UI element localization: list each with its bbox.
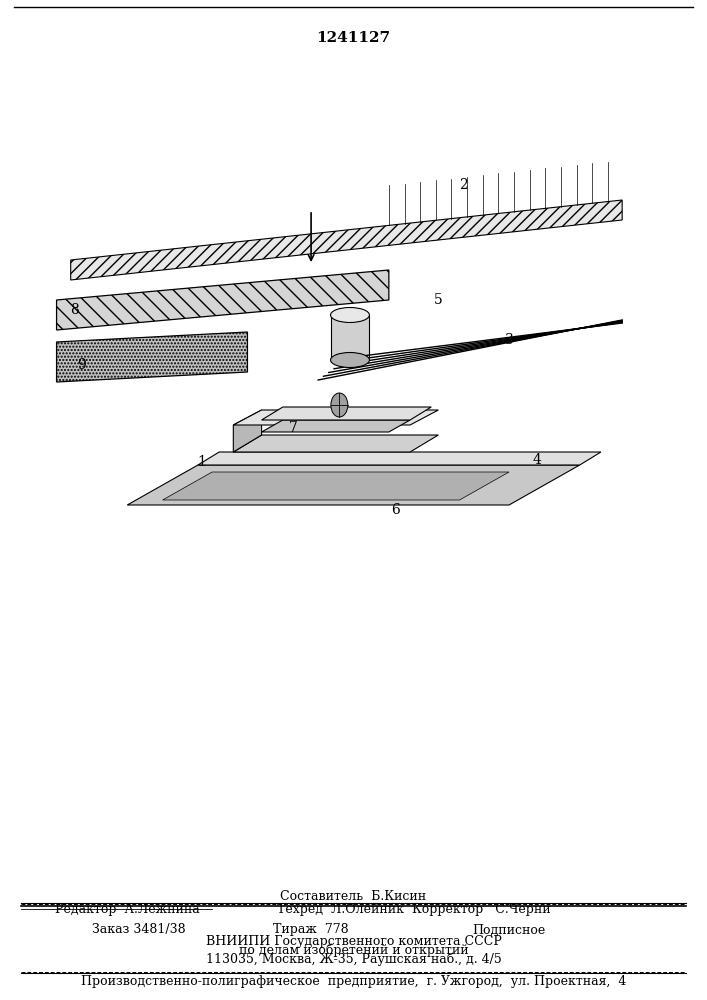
Text: Подписное: Подписное <box>472 924 546 936</box>
Polygon shape <box>163 472 509 500</box>
Polygon shape <box>71 200 622 280</box>
Text: Техред  Л.Олейник  Корректор   С.Черни: Техред Л.Олейник Корректор С.Черни <box>276 904 551 916</box>
Text: 9: 9 <box>77 358 86 372</box>
Circle shape <box>331 393 348 417</box>
Polygon shape <box>57 332 247 382</box>
Polygon shape <box>262 420 410 432</box>
Polygon shape <box>127 465 580 505</box>
Polygon shape <box>198 452 601 465</box>
Text: 3: 3 <box>505 333 513 347</box>
Polygon shape <box>233 435 438 452</box>
Text: 1241127: 1241127 <box>317 31 390 45</box>
Text: по делам изобретений и открытий: по делам изобретений и открытий <box>239 943 468 957</box>
Text: 7: 7 <box>289 421 298 435</box>
Text: Заказ 3481/38: Заказ 3481/38 <box>92 924 185 936</box>
Text: 4: 4 <box>533 453 542 467</box>
Text: 5: 5 <box>434 293 443 307</box>
Polygon shape <box>233 410 438 425</box>
Ellipse shape <box>330 308 369 322</box>
Ellipse shape <box>330 353 369 367</box>
Text: Тираж  778: Тираж 778 <box>274 924 349 936</box>
Polygon shape <box>233 410 262 452</box>
Text: 1: 1 <box>197 455 206 469</box>
Text: Производственно-полиграфическое  предприятие,  г. Ужгород,  ул. Проектная,  4: Производственно-полиграфическое предприя… <box>81 976 626 988</box>
Polygon shape <box>330 315 369 360</box>
Text: 8: 8 <box>70 303 78 317</box>
Text: Составитель  Б.Кисин: Составитель Б.Кисин <box>281 890 426 902</box>
Text: Редактор  А.Лежнина: Редактор А.Лежнина <box>55 904 199 916</box>
Text: 2: 2 <box>459 178 467 192</box>
Text: 113035, Москва, Ж-35, Раушская наб., д. 4/5: 113035, Москва, Ж-35, Раушская наб., д. … <box>206 952 501 966</box>
Polygon shape <box>262 407 431 420</box>
Polygon shape <box>57 270 389 330</box>
Text: 6: 6 <box>392 503 400 517</box>
Text: ВНИИПИ Государственного комитета СССР: ВНИИПИ Государственного комитета СССР <box>206 934 501 948</box>
